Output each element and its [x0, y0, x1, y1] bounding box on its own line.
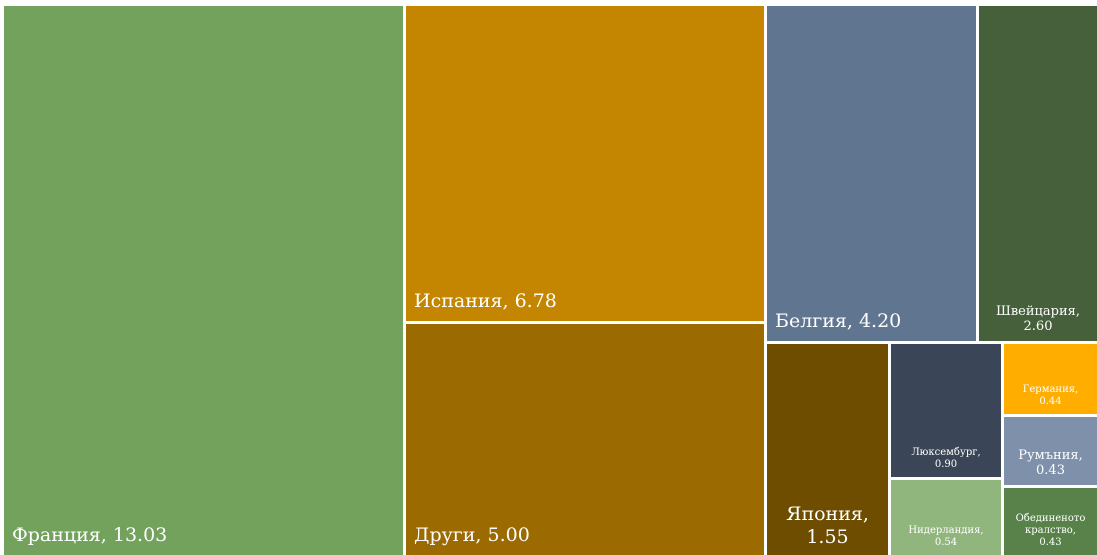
treemap-tile-label: Белгия, 4.20 — [775, 310, 902, 333]
treemap-tile: Люксембург, 0.90 — [891, 344, 1001, 477]
treemap-tile-label: Румъния, 0.43 — [1018, 447, 1083, 479]
treemap-tile: Румъния, 0.43 — [1004, 417, 1097, 485]
treemap-tile: Нидерландия, 0.54 — [891, 480, 1001, 555]
treemap-tile: Белгия, 4.20 — [767, 6, 976, 341]
treemap-tile-label: Франция, 13.03 — [12, 524, 168, 547]
treemap-tile-label: Япония, 1.55 — [786, 503, 869, 549]
treemap-tile-label: Люксембург, 0.90 — [911, 447, 981, 470]
treemap-tile: Швейцария, 2.60 — [979, 6, 1097, 341]
treemap-tile-label: Нидерландия, 0.54 — [908, 525, 984, 548]
treemap-tile-label: Испания, 6.78 — [414, 290, 557, 313]
treemap-tile: Други, 5.00 — [406, 324, 764, 555]
treemap-tile-label: Обединеното кралство, 0.43 — [1015, 513, 1086, 548]
treemap-tile: Испания, 6.78 — [406, 6, 764, 321]
treemap-tile-label: Други, 5.00 — [414, 524, 530, 547]
treemap-tile: Франция, 13.03 — [4, 6, 403, 555]
treemap-tile: Германия, 0.44 — [1004, 344, 1097, 414]
treemap-tile-label: Германия, 0.44 — [1022, 384, 1079, 407]
treemap-tile: Обединеното кралство, 0.43 — [1004, 488, 1097, 555]
treemap-tile-label: Швейцария, 2.60 — [996, 303, 1080, 335]
treemap-tile: Япония, 1.55 — [767, 344, 888, 555]
